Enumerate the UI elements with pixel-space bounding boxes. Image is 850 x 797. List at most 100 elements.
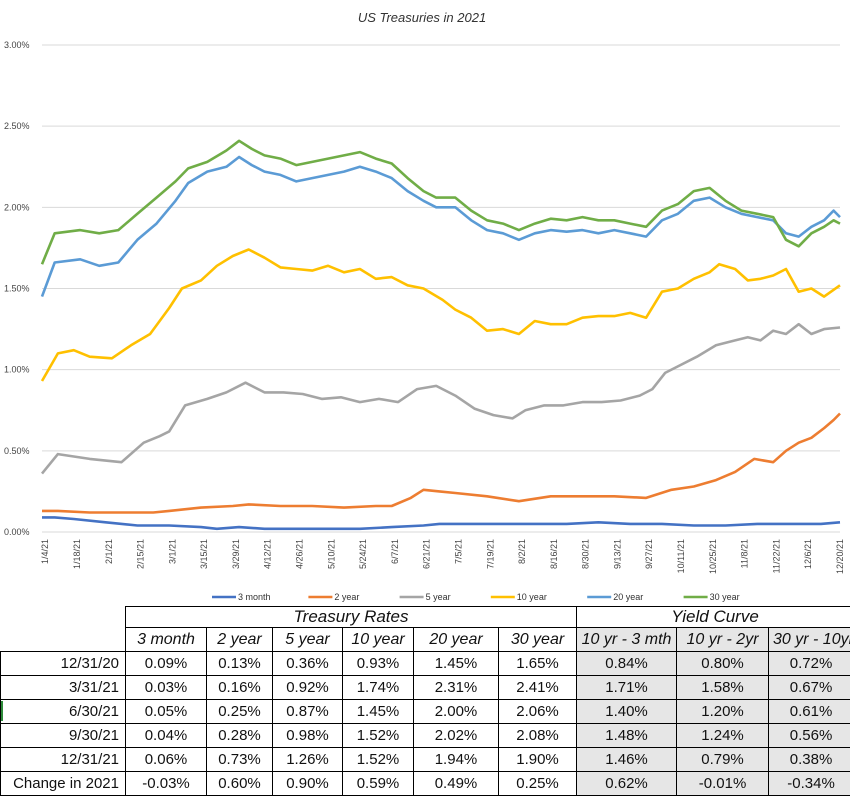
series-line-5-year bbox=[40, 322, 841, 475]
table-cell: 1.20% bbox=[676, 699, 770, 724]
gridlines bbox=[42, 44, 840, 533]
table-cell: 0.98% bbox=[272, 723, 343, 748]
table-cell: 1.26% bbox=[272, 747, 343, 772]
table-cell: 0.80% bbox=[676, 651, 770, 676]
x-tick-label: 1/18/21 bbox=[72, 539, 82, 569]
table-cell: 0.59% bbox=[342, 771, 414, 796]
table-cell: 1.58% bbox=[676, 675, 770, 700]
y-tick-label: 2.50% bbox=[4, 121, 30, 131]
table-cell: 0.36% bbox=[272, 651, 343, 676]
table-cell: 2.00% bbox=[413, 699, 499, 724]
x-tick-label: 4/12/21 bbox=[263, 539, 273, 569]
table-row: 3/31/21 0.03% 0.16% 0.92% 1.74% 2.31% 2.41% 1.7… bbox=[0, 675, 850, 700]
legend-label: 20 year bbox=[613, 592, 643, 602]
x-tick-label: 4/26/21 bbox=[295, 539, 305, 569]
x-tick-label: 2/1/21 bbox=[104, 539, 114, 564]
x-tick-label: 11/22/21 bbox=[771, 539, 781, 573]
table-cell: 0.06% bbox=[125, 747, 207, 772]
table-cell: 0.28% bbox=[206, 723, 273, 748]
x-tick-label: 8/30/21 bbox=[581, 539, 591, 569]
group-header-curve: Yield Curve bbox=[576, 606, 850, 628]
column-header: 10 yr - 2yr bbox=[676, 627, 770, 652]
x-tick-label: 5/10/21 bbox=[326, 539, 336, 569]
rates-table: Treasury Rates Yield Curve 3 month 2 year 5 … bbox=[0, 606, 850, 796]
table-cell: 1.65% bbox=[497, 651, 578, 676]
y-tick-label: 0.00% bbox=[4, 527, 30, 537]
legend-label: 30 year bbox=[710, 592, 740, 602]
x-tick-label: 12/20/21 bbox=[835, 539, 845, 574]
table-cell: 0.62% bbox=[576, 771, 678, 796]
x-tick-label: 3/1/21 bbox=[167, 539, 177, 564]
series-line-2-year bbox=[42, 412, 841, 514]
table-cell: 0.72% bbox=[768, 651, 850, 676]
table-cell: -0.03% bbox=[125, 771, 207, 796]
table-cell: 1.90% bbox=[497, 747, 578, 772]
table-cell: 1.40% bbox=[576, 699, 678, 724]
x-tick-label: 8/2/21 bbox=[517, 539, 527, 564]
x-axis-ticks: 1/4/21 1/18/21 2/1/21 2/15/21 3/1/21 3/15/21 3… bbox=[40, 539, 845, 574]
legend-label: 2 year bbox=[334, 592, 359, 602]
treasury-line-chart: US Treasuries in 2021 0.00% 0.50% 1.00% 1.5… bbox=[4, 10, 845, 602]
table-cell: -0.34% bbox=[768, 771, 850, 796]
table-cell: 0.25% bbox=[497, 771, 578, 796]
column-header: 30 year bbox=[497, 627, 578, 652]
legend-label: 5 year bbox=[426, 592, 451, 602]
table-corner bbox=[1, 628, 126, 652]
y-axis-ticks: 0.00% 0.50% 1.00% 1.50% 2.00% 2.50% 3.00% bbox=[4, 40, 30, 537]
table-cell: 1.52% bbox=[342, 723, 414, 748]
x-tick-label: 12/6/21 bbox=[803, 539, 813, 569]
y-tick-label: 3.00% bbox=[4, 40, 30, 50]
x-tick-label: 10/25/21 bbox=[708, 539, 718, 574]
series-line-10-year bbox=[40, 248, 841, 382]
column-header: 5 year bbox=[272, 627, 343, 652]
column-header: 30 yr - 10yr bbox=[768, 627, 850, 652]
table-cell: 1.24% bbox=[676, 723, 770, 748]
table-row: Change in 2021 -0.03% 0.60% 0.90% 0.59% 0.49%… bbox=[0, 771, 850, 796]
column-header: 2 year bbox=[206, 627, 273, 652]
column-header: 10 yr - 3 mth bbox=[576, 627, 678, 652]
table-cell: 1.45% bbox=[342, 699, 414, 724]
x-tick-label: 7/19/21 bbox=[485, 539, 495, 569]
table-cell: 0.16% bbox=[206, 675, 273, 700]
table-row: 6/30/21 0.05% 0.25% 0.87% 1.45% 2.00% 2.06% 1.4… bbox=[0, 699, 850, 724]
y-tick-label: 1.00% bbox=[4, 365, 30, 375]
table-cell: 0.92% bbox=[272, 675, 343, 700]
row-label: 3/31/21 bbox=[0, 675, 126, 700]
table-cell: 2.31% bbox=[413, 675, 499, 700]
x-tick-label: 1/4/21 bbox=[40, 539, 50, 564]
table-cell: 2.06% bbox=[497, 699, 578, 724]
row-label: 12/31/20 bbox=[0, 651, 126, 676]
series-line-3-month bbox=[42, 516, 841, 531]
table-cell: 0.61% bbox=[768, 699, 850, 724]
legend-label: 10 year bbox=[517, 592, 547, 602]
column-header: 10 year bbox=[342, 627, 414, 652]
x-tick-label: 6/21/21 bbox=[422, 539, 432, 569]
table-cell: 0.25% bbox=[206, 699, 273, 724]
x-tick-label: 9/13/21 bbox=[612, 539, 622, 569]
table-cell: 1.52% bbox=[342, 747, 414, 772]
rates-table-wrap: Treasury Rates Yield Curve 3 month 2 year 5 … bbox=[0, 606, 850, 797]
table-cell: 0.05% bbox=[125, 699, 207, 724]
table-cell: -0.01% bbox=[676, 771, 770, 796]
y-tick-label: 0.50% bbox=[4, 446, 30, 456]
table-cell: 1.45% bbox=[413, 651, 499, 676]
table-row: 12/31/20 0.09% 0.13% 0.36% 0.93% 1.45% 1.65% 0.… bbox=[0, 651, 850, 676]
table-cell: 0.67% bbox=[768, 675, 850, 700]
table-cell: 0.13% bbox=[206, 651, 273, 676]
table-cell: 0.93% bbox=[342, 651, 414, 676]
table-cell: 0.84% bbox=[576, 651, 678, 676]
column-header: 3 month bbox=[125, 627, 207, 652]
x-tick-label: 5/24/21 bbox=[358, 539, 368, 569]
legend-label: 3 month bbox=[238, 592, 271, 602]
x-tick-label: 10/11/21 bbox=[676, 539, 686, 573]
table-cell: 0.49% bbox=[413, 771, 499, 796]
series-line-30-year bbox=[40, 139, 841, 265]
x-tick-label: 8/16/21 bbox=[549, 539, 559, 569]
row-label: 12/31/21 bbox=[0, 747, 126, 772]
table-cell: 1.94% bbox=[413, 747, 499, 772]
series-lines bbox=[40, 139, 841, 531]
row-label: 6/30/21 bbox=[0, 699, 126, 724]
column-header: 20 year bbox=[413, 627, 499, 652]
table-row: 9/30/21 0.04% 0.28% 0.98% 1.52% 2.02% 2.08% 1.4… bbox=[0, 723, 850, 748]
table-cell: 1.48% bbox=[576, 723, 678, 748]
